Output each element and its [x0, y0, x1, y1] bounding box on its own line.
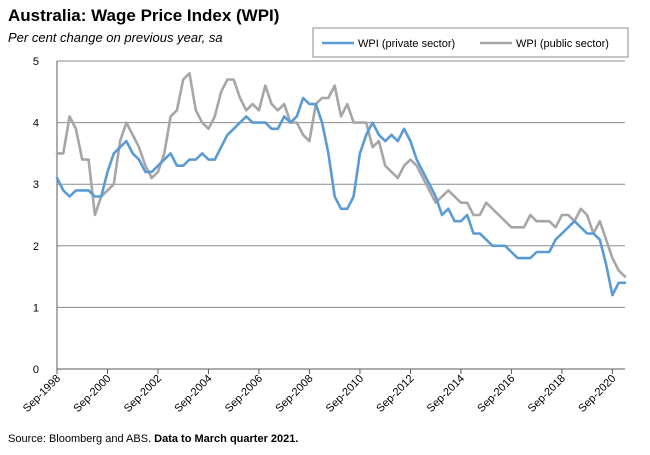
x-tick-label-Sep-2012: Sep-2012: [374, 373, 416, 415]
source-text: Source: Bloomberg and ABS.: [8, 433, 152, 445]
gridlines: [57, 60, 625, 308]
x-tick-label-Sep-2006: Sep-2006: [223, 373, 265, 415]
x-tick-label-Sep-2000: Sep-2000: [71, 373, 113, 415]
x-tick-label-Sep-2014: Sep-2014: [425, 373, 467, 415]
y-tick-label-0: 0: [33, 364, 39, 376]
y-tick-label-2: 2: [33, 241, 39, 253]
legend-label-private: WPI (private sector): [358, 38, 455, 50]
x-tick-label-Sep-2002: Sep-2002: [122, 373, 164, 415]
y-tick-label-3: 3: [33, 179, 39, 191]
x-tick-label-Sep-2020: Sep-2020: [576, 373, 618, 415]
x-tick-label-Sep-2016: Sep-2016: [475, 373, 517, 415]
legend: WPI (private sector) WPI (public sector): [312, 27, 629, 58]
x-tick-label-Sep-2010: Sep-2010: [324, 373, 366, 415]
series-line-wpi-private-sector-: [55, 96, 627, 297]
source-note: Source: Bloomberg and ABS. Data to March…: [8, 433, 298, 445]
x-tick-label-Sep-2008: Sep-2008: [273, 373, 315, 415]
y-tick-label-5: 5: [33, 56, 39, 68]
x-tick-label-Sep-2004: Sep-2004: [172, 373, 214, 415]
x-tick-label-Sep-2018: Sep-2018: [526, 373, 568, 415]
data-note: Data to March quarter 2021.: [154, 433, 299, 445]
y-tick-label-1: 1: [33, 302, 39, 314]
x-tick-label-Sep-1998: Sep-1998: [21, 373, 63, 415]
chart-subtitle: Per cent change on previous year, sa: [8, 30, 223, 45]
series-line-wpi-public-sector-: [55, 72, 627, 278]
legend-label-public: WPI (public sector): [516, 38, 609, 50]
legend-box: [312, 27, 629, 58]
y-tick-label-4: 4: [33, 118, 39, 130]
series-lines: [55, 72, 627, 297]
chart-title: Australia: Wage Price Index (WPI): [8, 6, 280, 25]
